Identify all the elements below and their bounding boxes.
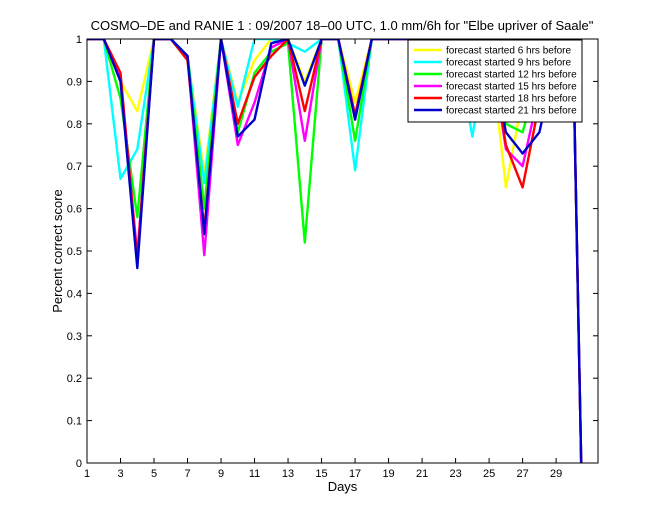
x-tick-label: 29 xyxy=(550,468,562,480)
x-tick-label: 19 xyxy=(382,468,394,480)
x-axis-title: Days xyxy=(328,479,358,494)
y-tick-label: 0.7 xyxy=(67,161,82,173)
y-tick-label: 0.6 xyxy=(67,204,82,216)
x-tick-label: 3 xyxy=(117,468,123,480)
x-tick-label: 11 xyxy=(249,468,260,480)
y-tick-label: 0.3 xyxy=(67,331,82,343)
series-line-4 xyxy=(87,39,583,463)
y-tick-label: 0.1 xyxy=(67,416,82,428)
x-tick-label: 1 xyxy=(84,468,90,480)
axis-layer: 1 3 5 7 9 11 13 15 17 19 21 23 25 27 2900.10.20.30.40.… xyxy=(67,34,599,480)
legend-label: forecast started 15 hrs before xyxy=(446,82,577,93)
series-line-3 xyxy=(87,39,583,463)
legend-label: forecast started 18 hrs before xyxy=(446,94,577,105)
x-tick-label: 17 xyxy=(349,468,361,480)
y-tick-label: 0.5 xyxy=(67,246,82,258)
y-tick-label: 1 xyxy=(76,34,82,46)
y-tick-label: 0.2 xyxy=(67,373,82,385)
y-tick-label: 0.4 xyxy=(67,288,82,300)
x-tick-label: 9 xyxy=(218,468,224,480)
chart-title: COSMO–DE and RANIE 1 : 09/2007 18–00 UTC… xyxy=(91,18,594,33)
x-tick-label: 5 xyxy=(151,468,157,480)
y-tick-label: 0.9 xyxy=(67,76,82,88)
series-line-5 xyxy=(87,39,583,463)
y-tick-label: 0 xyxy=(76,458,82,470)
legend-label: forecast started 21 hrs before xyxy=(446,106,577,117)
x-tick-label: 27 xyxy=(516,468,528,480)
series-line-6 xyxy=(87,39,583,463)
x-tick-label: 7 xyxy=(184,468,190,480)
legend-box xyxy=(407,39,583,123)
x-tick-label: 23 xyxy=(449,468,461,480)
x-tick-label: 25 xyxy=(483,468,495,480)
x-tick-label: 15 xyxy=(315,468,327,480)
y-axis-title: Percent correct score xyxy=(50,189,65,313)
legend-label: forecast started 12 hrs before xyxy=(446,70,577,81)
legend-label: forecast started 6 hrs before xyxy=(446,46,572,57)
series-line-1 xyxy=(87,39,583,463)
y-tick-label: 0.8 xyxy=(67,119,82,131)
x-tick-label: 21 xyxy=(416,468,428,480)
x-tick-label: 13 xyxy=(282,468,294,480)
legend-label: forecast started 9 hrs before xyxy=(446,58,572,69)
